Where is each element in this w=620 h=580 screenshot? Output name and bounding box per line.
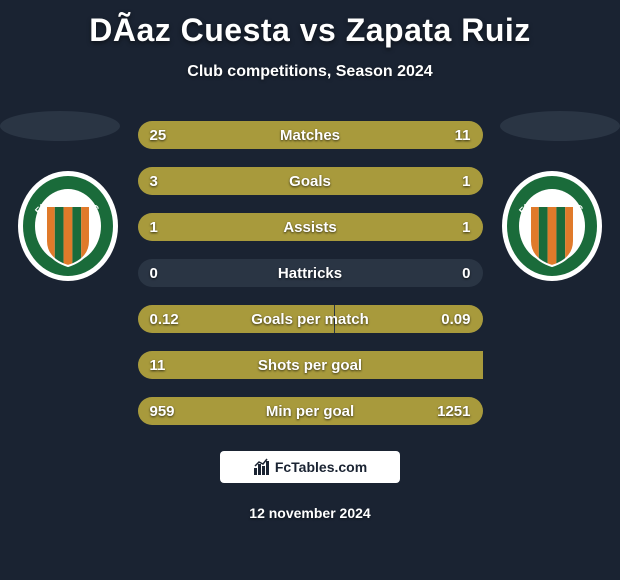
stat-value-left: 959 xyxy=(150,403,175,420)
stat-value-left: 0.12 xyxy=(150,311,179,328)
stat-row: 3 1 Goals xyxy=(138,167,483,195)
bar-fill-left xyxy=(138,167,397,195)
stat-value-right: 11 xyxy=(455,127,471,144)
team-badge-right: ENVIGADO F.C. xyxy=(502,171,602,281)
stat-row: 25 11 Matches xyxy=(138,121,483,149)
footer-badge: FcTables.com xyxy=(220,451,400,483)
stat-label: Hattricks xyxy=(278,265,342,282)
subtitle: Club competitions, Season 2024 xyxy=(0,63,620,81)
stat-value-right: 1 xyxy=(462,219,470,236)
stat-row: 0.12 0.09 Goals per match xyxy=(138,305,483,333)
player-silhouette-left xyxy=(0,111,120,141)
stat-row: 959 1251 Min per goal xyxy=(138,397,483,425)
stat-value-left: 1 xyxy=(150,219,158,236)
stat-label: Shots per goal xyxy=(258,357,362,374)
stat-value-right: 1251 xyxy=(437,403,470,420)
date: 12 november 2024 xyxy=(0,505,620,521)
page-title: DÃ­az Cuesta vs Zapata Ruiz xyxy=(0,0,620,49)
stat-label: Goals xyxy=(289,173,331,190)
comparison-main: ENVIGADO F.C. ENVIGADO F.C. 2511Matches3… xyxy=(0,121,620,425)
stat-row: 1 1 Assists xyxy=(138,213,483,241)
stat-label: Assists xyxy=(283,219,336,236)
stat-value-left: 11 xyxy=(150,357,166,374)
stat-value-right: 0.09 xyxy=(441,311,470,328)
stat-value-right: 1 xyxy=(462,173,470,190)
stat-row: 0 0 Hattricks xyxy=(138,259,483,287)
stat-value-left: 3 xyxy=(150,173,158,190)
stat-value-right: 0 xyxy=(462,265,470,282)
stat-row: 11 Shots per goal xyxy=(138,351,483,379)
stat-value-left: 0 xyxy=(150,265,158,282)
team-badge-left: ENVIGADO F.C. xyxy=(18,171,118,281)
player-silhouette-right xyxy=(500,111,620,141)
stat-label: Min per goal xyxy=(266,403,354,420)
stats-bars: 2511Matches31Goals11Assists00Hattricks0.… xyxy=(138,121,483,425)
footer-text: FcTables.com xyxy=(275,459,367,475)
stat-label: Matches xyxy=(280,127,340,144)
chart-icon xyxy=(253,458,271,476)
bar-fill-left xyxy=(138,121,377,149)
stat-value-left: 25 xyxy=(150,127,167,144)
stat-label: Goals per match xyxy=(251,311,369,328)
